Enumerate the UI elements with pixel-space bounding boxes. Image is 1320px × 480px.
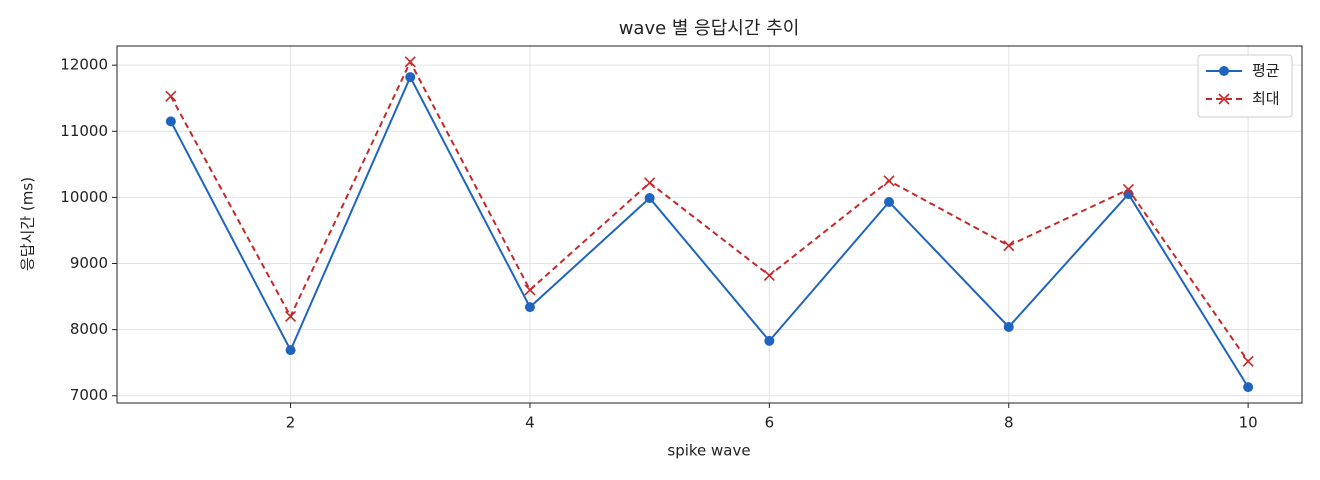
y-tick-label: 12000 <box>60 56 108 74</box>
y-tick-label: 10000 <box>60 188 108 206</box>
marker <box>524 284 536 296</box>
marker <box>1242 355 1254 367</box>
marker <box>1003 321 1014 332</box>
x-axis-label: spike wave <box>667 442 750 460</box>
marker <box>405 72 416 83</box>
x-tick-label: 10 <box>1239 414 1258 432</box>
marker <box>165 90 177 102</box>
x-tick-label: 2 <box>286 414 296 432</box>
marker <box>285 345 296 356</box>
chart-title: wave 별 응답시간 추이 <box>619 18 800 39</box>
plot-frame <box>116 45 1303 404</box>
marker <box>884 197 895 208</box>
series-line <box>169 59 1249 362</box>
marker <box>644 193 655 204</box>
y-tick-label: 9000 <box>70 254 108 272</box>
y-tick-label: 11000 <box>60 122 108 140</box>
marker <box>284 310 297 322</box>
legend-marker <box>1218 93 1230 105</box>
legend-label: 최대 <box>1252 90 1280 108</box>
x-tick-label: 4 <box>525 414 535 432</box>
marker <box>644 177 656 189</box>
marker <box>1243 382 1254 393</box>
x-tick-label: 8 <box>1004 414 1014 432</box>
marker <box>524 302 535 313</box>
series-line <box>169 74 1249 388</box>
marker <box>764 335 775 346</box>
marker <box>1003 240 1015 252</box>
legend-label: 평균 <box>1252 62 1280 80</box>
marker <box>883 175 895 187</box>
y-tick-label: 8000 <box>70 320 108 338</box>
legend-marker <box>1219 66 1229 76</box>
marker <box>165 116 176 127</box>
marker <box>763 269 775 281</box>
marker <box>404 56 416 68</box>
y-axis-label: 응답시간 (ms) <box>19 177 37 271</box>
marker <box>1122 183 1135 196</box>
y-tick-label: 7000 <box>70 386 108 404</box>
x-tick-label: 6 <box>765 414 775 432</box>
